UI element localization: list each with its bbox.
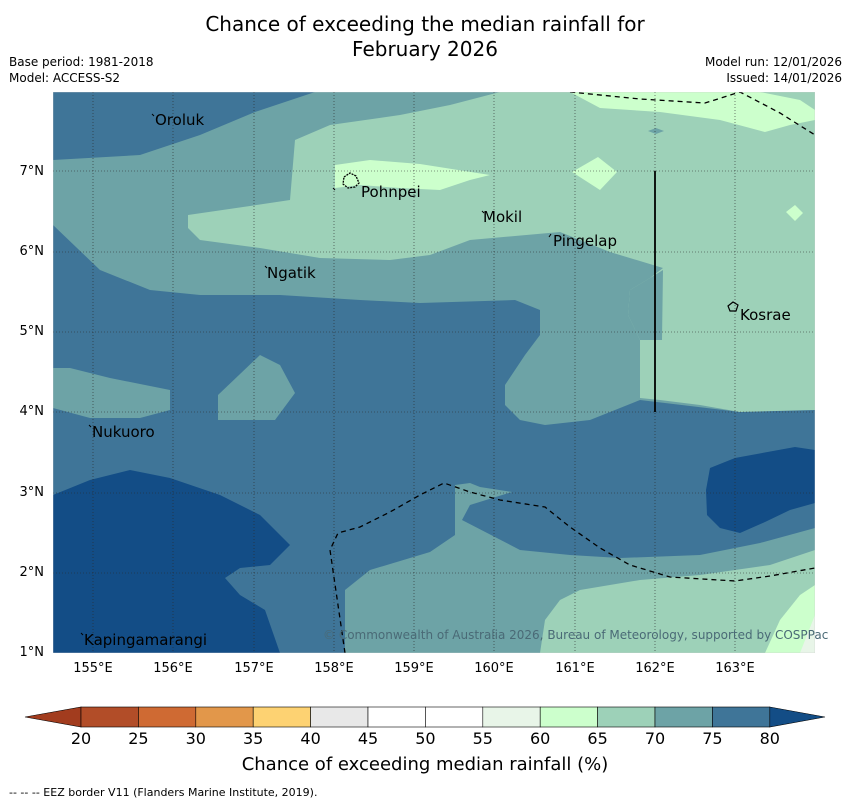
y-tick-2n: 2°N: [19, 565, 45, 580]
colorbar-tick-label: 20: [70, 729, 92, 748]
region-70-75-north: [53, 92, 310, 160]
forecast-map: [53, 92, 815, 653]
colorbar-tick-label: 25: [128, 729, 149, 748]
model-name: Model: ACCESS-S2: [9, 71, 121, 85]
place-pingelap: Pingelap: [553, 232, 618, 250]
atoll-marks: [80, 113, 552, 636]
base-period: Base period: 1981-2018: [9, 55, 154, 69]
chart-title: Chance of exceeding the median rainfall …: [0, 12, 850, 62]
colorbar-swatch: [425, 706, 484, 728]
colorbar-tick-label: 75: [702, 729, 723, 748]
colorbar-swatch: [654, 706, 713, 728]
region-55-60-northeast: [570, 92, 815, 132]
region-60-65-south: [540, 550, 815, 653]
colorbar-extend-low: [24, 706, 82, 728]
meta-left: Base period: 1981-2018 Model: ACCESS-S2: [9, 54, 154, 86]
colorbar-swatch: [138, 706, 197, 728]
colorbar-tick-label: 80: [759, 729, 780, 748]
region-75-80-southeast: [706, 447, 815, 533]
colorbar-tick-label: 50: [415, 729, 436, 748]
region-55-60-southeast: [765, 585, 815, 653]
colorbar-swatch: [482, 706, 541, 728]
colorbar-label: Chance of exceeding median rainfall (%): [241, 754, 609, 775]
map-grid: [53, 92, 815, 653]
colorbar-extend-high: [769, 706, 826, 728]
region-65-70-speck: [648, 128, 664, 134]
x-tick-156e: 156°E: [153, 661, 193, 676]
place-pohnpei: Pohnpei: [361, 183, 421, 201]
colorbar-swatch: [252, 706, 311, 728]
region-55-60-small: [786, 205, 803, 221]
ant-atoll: [332, 187, 336, 191]
place-oroluk: Oroluk: [155, 111, 205, 129]
colorbar-swatch: [712, 706, 771, 728]
colorbar-swatch: [539, 706, 598, 728]
eez-legend-note: -- -- -- EEZ border V11 (Flanders Marine…: [9, 786, 318, 799]
issued-date: Issued: 14/01/2026: [726, 71, 842, 85]
colorbar-swatch: [310, 706, 369, 728]
meta-right: Model run: 12/01/2026 Issued: 14/01/2026: [705, 54, 842, 86]
region-65-70-central: [218, 355, 295, 420]
x-tick-158e: 158°E: [314, 661, 354, 676]
colorbar-tick-label: 65: [587, 729, 608, 748]
copyright-notice: © Commonwealth of Australia 2026, Bureau…: [323, 628, 829, 642]
colorbar-swatch: [597, 706, 656, 728]
colorbar: [24, 706, 826, 728]
place-kapingamarangi: Kapingamarangi: [84, 631, 208, 649]
y-tick-6n: 6°N: [19, 244, 45, 259]
y-tick-1n: 1°N: [19, 645, 45, 660]
kosrae-island: [727, 301, 739, 312]
colorbar-tick-label: 60: [530, 729, 551, 748]
y-tick-4n: 4°N: [19, 404, 45, 419]
region-65-70-west: [53, 368, 170, 418]
region-55-60-pohnpei: [335, 160, 490, 190]
place-kosrae: Kosrae: [740, 306, 791, 324]
y-tick-7n: 7°N: [19, 164, 45, 179]
eez-border: [329, 92, 815, 653]
pohnpei-island: [342, 172, 360, 189]
y-tick-3n: 3°N: [19, 485, 45, 500]
colorbar-tick-label: 70: [644, 729, 666, 748]
x-tick-161e: 161°E: [555, 661, 595, 676]
x-tick-162e: 162°E: [635, 661, 675, 676]
place-ngatik: Ngatik: [267, 264, 316, 282]
place-mokil: Mokil: [483, 208, 523, 226]
x-tick-157e: 157°E: [234, 661, 274, 676]
colorbar-tick-label: 35: [243, 729, 264, 748]
x-tick-160e: 160°E: [474, 661, 514, 676]
colorbar-tick-label: 30: [185, 729, 206, 748]
region-50-55-corner: [800, 615, 815, 653]
colorbar-swatch: [367, 706, 426, 728]
x-tick-155e: 155°E: [73, 661, 113, 676]
colorbar-tick-label: 55: [472, 729, 493, 748]
x-tick-159e: 159°E: [394, 661, 434, 676]
colorbar-swatch: [195, 706, 254, 728]
model-run: Model run: 12/01/2026: [704, 55, 842, 69]
colorbar-tick-label: 40: [300, 729, 321, 748]
title-line-2: February 2026: [352, 37, 498, 61]
colorbar-tick-label: 45: [357, 729, 379, 748]
x-tick-163e: 163°E: [715, 661, 755, 676]
place-nukuoro: Nukuoro: [92, 423, 155, 441]
title-line-1: Chance of exceeding the median rainfall …: [205, 12, 645, 36]
region-55-60-patch: [572, 157, 617, 190]
y-tick-5n: 5°N: [19, 324, 45, 339]
colorbar-swatch: [80, 706, 139, 728]
region-75-80-southwest: [53, 470, 290, 653]
